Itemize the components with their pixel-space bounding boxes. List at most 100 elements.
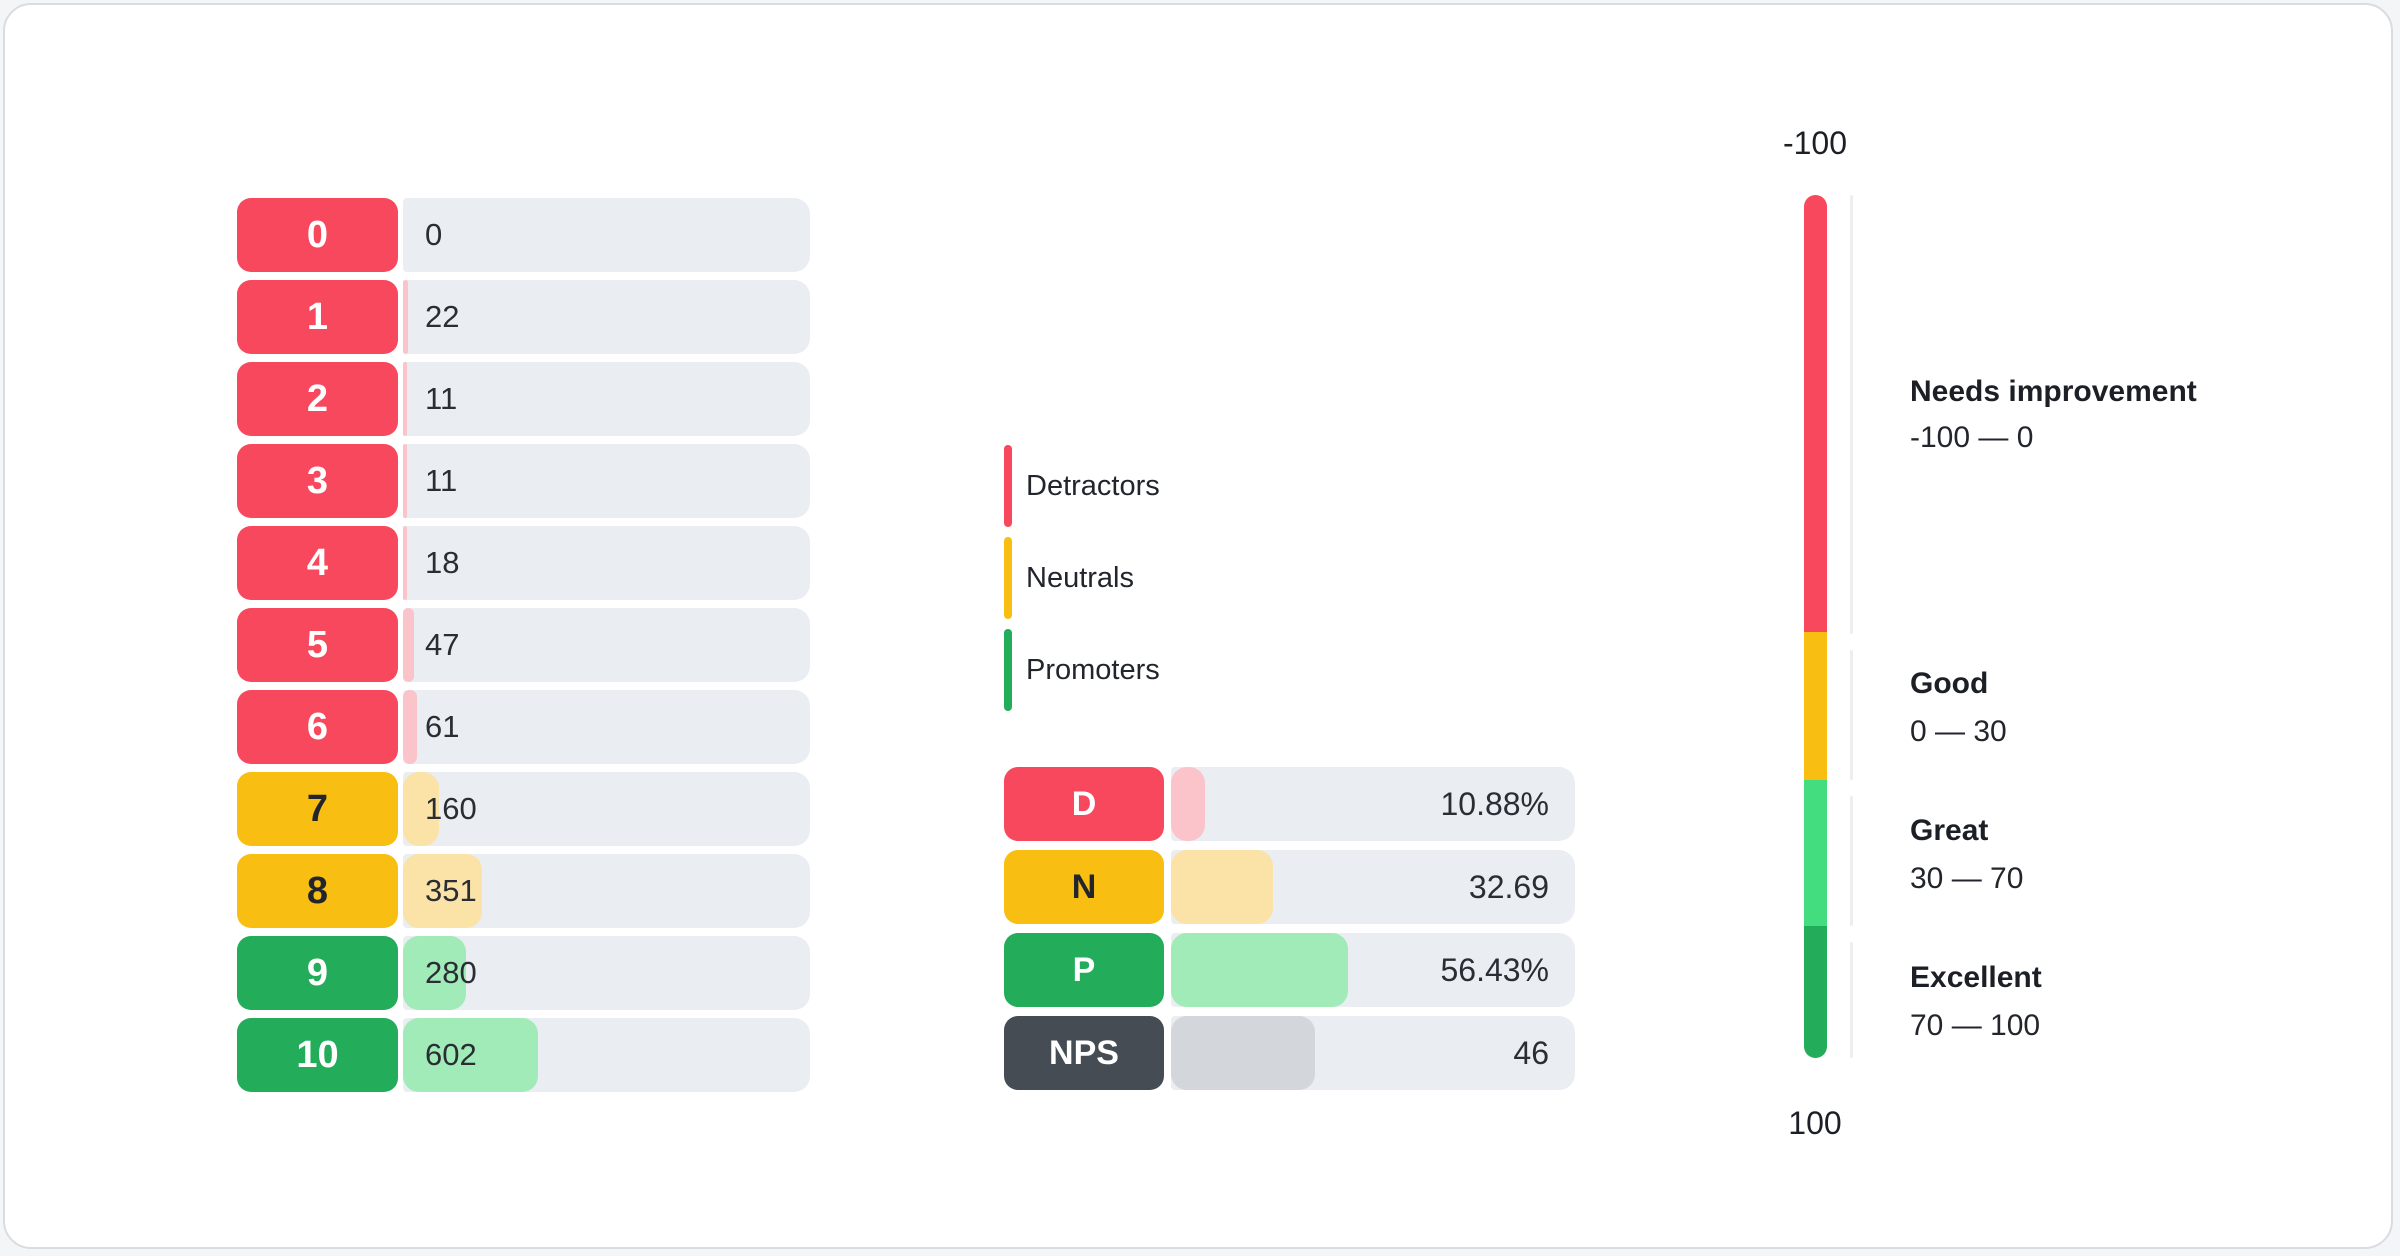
- zone-range: 0 — 30: [1910, 715, 2007, 748]
- zone-title: Good: [1910, 667, 1989, 700]
- summary-fill: [1171, 767, 1205, 841]
- zone-range: -100 — 0: [1910, 421, 2034, 454]
- summary-row: NPS 46: [1004, 1016, 1575, 1090]
- score-value: 47: [425, 627, 460, 662]
- score-row: 8 351: [237, 854, 810, 928]
- score-track: [403, 772, 810, 846]
- score-track: [403, 280, 810, 354]
- legend-label: Neutrals: [1026, 562, 1134, 594]
- summary-chip: D: [1004, 767, 1164, 841]
- score-chip: 10: [237, 1018, 398, 1092]
- score-chip: 5: [237, 608, 398, 682]
- gauge-track-segment: [1850, 195, 1853, 634]
- score-track: [403, 608, 810, 682]
- summary-row: P 56.43%: [1004, 933, 1575, 1007]
- gauge-track-segment: [1850, 650, 1853, 780]
- gauge-zone-labels: Needs improvement -100 — 0 Good 0 — 30 Great…: [5, 5, 2391, 1247]
- summary-value: 46: [1513, 1035, 1549, 1071]
- legend-label: Promoters: [1026, 654, 1160, 686]
- summary-chip: P: [1004, 933, 1164, 1007]
- summary-row: D 10.88%: [1004, 767, 1575, 841]
- score-value: 280: [425, 955, 477, 990]
- summary-fill: [1171, 933, 1348, 1007]
- score-chip: 3: [237, 444, 398, 518]
- legend: Detractors Neutrals Promoters: [5, 5, 2391, 1247]
- score-fill: [403, 936, 466, 1010]
- score-fill: [403, 608, 414, 682]
- score-fill: [403, 444, 407, 518]
- score-value: 11: [425, 381, 458, 416]
- score-row: 3 11: [237, 444, 810, 518]
- gauge-track: [5, 5, 2391, 1247]
- score-chip: 0: [237, 198, 398, 272]
- score-chip: 9: [237, 936, 398, 1010]
- summary-track: [1171, 767, 1575, 841]
- score-value: 351: [425, 873, 477, 908]
- score-value: 0: [425, 217, 443, 252]
- score-fill: [403, 1018, 538, 1092]
- nps-gauge: -100 Needs improvement -100 — 0 Good 0 — 30…: [5, 5, 2391, 1247]
- zone-title: Excellent: [1910, 961, 2042, 994]
- score-row: 7 160: [237, 772, 810, 846]
- score-value: 22: [425, 299, 460, 334]
- legend-label: Detractors: [1026, 470, 1160, 502]
- score-value: 11: [425, 463, 458, 498]
- zone-range: 30 — 70: [1910, 862, 2024, 895]
- gauge-min-label: -100: [1782, 125, 1848, 161]
- legend-item[interactable]: Promoters: [1004, 629, 1160, 711]
- score-chip: 2: [237, 362, 398, 436]
- score-fill: [403, 280, 408, 354]
- score-chip: 1: [237, 280, 398, 354]
- score-fill: [403, 362, 407, 436]
- gauge-segment: [1804, 632, 1827, 780]
- score-row: 9 280: [237, 936, 810, 1010]
- score-row: 10 602: [237, 1018, 810, 1092]
- zone-title: Great: [1910, 814, 1989, 847]
- zone-title: Needs improvement: [1910, 375, 2197, 408]
- legend-item[interactable]: Detractors: [1004, 445, 1160, 527]
- score-fill: [403, 772, 439, 846]
- summary-chip: NPS: [1004, 1016, 1164, 1090]
- score-track: [403, 444, 810, 518]
- score-fill: [403, 526, 407, 600]
- gauge-max-label: 100: [1788, 1105, 1842, 1141]
- gauge-segment: [1804, 780, 1827, 926]
- gauge-track-segment: [1850, 942, 1853, 1058]
- gauge-track-segment: [1850, 796, 1853, 926]
- score-row: 4 18: [237, 526, 810, 600]
- zone-range: 70 — 100: [1910, 1009, 2041, 1042]
- gauge-segment: [1804, 926, 1827, 1058]
- score-row: 1 22: [237, 280, 810, 354]
- score-track: [403, 690, 810, 764]
- score-value: 602: [425, 1037, 477, 1072]
- score-row: 2 11: [237, 362, 810, 436]
- summary-value: 10.88%: [1440, 786, 1549, 822]
- nps-summary-chart: D 10.88% N 32.69 P 56.43% NPS 46: [5, 5, 2391, 1247]
- gauge-segment: [1804, 195, 1827, 632]
- score-track: [403, 198, 810, 272]
- legend-swatch: [1004, 629, 1012, 711]
- score-value: 160: [425, 791, 477, 826]
- summary-fill: [1171, 1016, 1315, 1090]
- score-fill: [403, 690, 417, 764]
- score-value: 18: [425, 545, 460, 580]
- summary-row: N 32.69: [1004, 850, 1575, 924]
- summary-fill: [1171, 850, 1273, 924]
- gauge-bar: [1804, 195, 1827, 1058]
- legend-swatch: [1004, 537, 1012, 619]
- legend-item[interactable]: Neutrals: [1004, 537, 1134, 619]
- score-chip: 6: [237, 690, 398, 764]
- summary-value: 56.43%: [1440, 952, 1549, 988]
- score-chip: 7: [237, 772, 398, 846]
- legend-swatch: [1004, 445, 1012, 527]
- score-chip: 8: [237, 854, 398, 928]
- score-track: [403, 362, 810, 436]
- score-track: [403, 526, 810, 600]
- nps-widget-card: 0 0 1 22 2 11 3 11 4 18 5 47 6 61 7 160 8 351 9 280 10 602 De…: [3, 3, 2393, 1249]
- score-track: [403, 936, 810, 1010]
- score-distribution-chart: 0 0 1 22 2 11 3 11 4 18 5 47 6 61 7 160 8 351 9 280 10 602: [5, 5, 2391, 1247]
- score-chip: 4: [237, 526, 398, 600]
- score-fill: [403, 854, 482, 928]
- score-row: 6 61: [237, 690, 810, 764]
